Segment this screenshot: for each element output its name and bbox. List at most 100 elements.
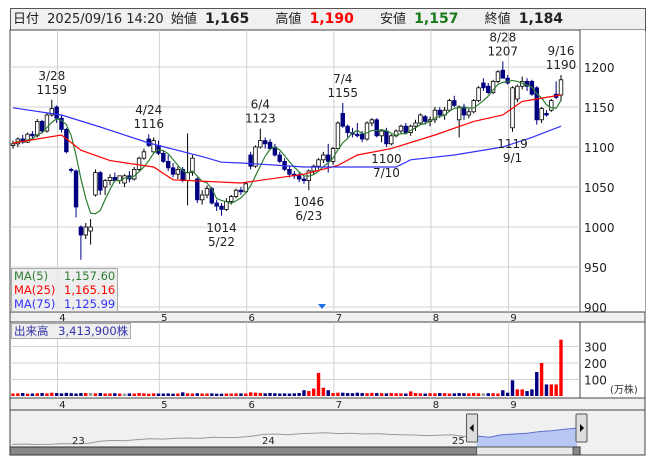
candle [219,203,224,216]
volume-bar [375,393,379,396]
volume-month-tick-label: 5 [161,400,167,411]
candle-body [486,85,491,93]
volume-tick-label: 100 [584,374,607,388]
volume-bar [79,393,83,396]
volume-bar [530,389,534,396]
volume-bar [365,393,369,396]
candle [262,137,268,149]
volume-bar [35,393,39,396]
candle [73,169,79,218]
price-axis-bg [580,30,645,312]
candle-body [39,121,45,132]
candle [102,179,108,195]
volume-bar [355,392,360,396]
candle [471,99,476,114]
volume-bar [360,393,364,396]
candle-body [258,140,263,148]
volume-bar [108,393,112,396]
candle [83,223,88,239]
volume-bar [520,389,524,396]
candle-body [340,113,345,127]
candle [165,155,171,171]
candle [238,187,244,195]
candle-body [413,122,418,127]
candle-body [447,100,452,111]
volume-bar [302,390,306,396]
candle [132,167,137,181]
candle [466,108,472,119]
candle-body [262,140,268,145]
candle [335,121,341,151]
volume-bar [423,393,427,396]
candle-body [311,165,316,172]
candle [88,219,93,245]
candle [364,121,370,141]
volume-bar [156,393,161,396]
ma75-line [12,107,562,168]
candle-body [267,141,273,149]
navigator-year-label: 23 [72,436,85,447]
scrollbar-thumb[interactable] [476,446,574,456]
candle [59,115,64,133]
price-tick-label: 1150 [584,101,615,115]
volume-bar [210,393,214,396]
close-label: 終値 [484,12,511,27]
volume-bar [113,393,117,396]
volume-bar [350,393,355,396]
candle-body [233,189,239,197]
navigator-year-label: 24 [262,436,275,447]
candle-body [204,188,210,196]
navigator-selected-line [476,427,578,438]
candle-body [248,154,253,167]
close-value: 1,184 [518,11,564,27]
legend-value: 1,165.16 [64,283,116,297]
candle-body [25,133,30,143]
candle [277,151,282,163]
volume-bar [345,393,350,396]
volume-bar [45,393,49,396]
candle-body [219,205,224,210]
volume-bar [224,393,229,396]
volume-bar [428,393,432,396]
candle [204,185,210,199]
annotation-value: 1190 [546,58,577,72]
candle [170,163,176,178]
volume-bar [253,392,258,396]
candle [539,107,544,123]
volume-bar [171,393,175,396]
annotation-value: 1119 [497,137,528,151]
month-tick-label: 4 [59,313,65,324]
volume-bar [248,392,253,396]
volume-bar [559,339,563,396]
volume-bar [69,393,73,396]
price-tick-label: 900 [584,301,607,315]
volume-label: 出来高 [14,324,49,338]
candle [481,78,486,91]
volume-bar [214,393,219,396]
legend-ma25: MA(25) 1,165.16 [14,283,115,297]
legend-ma75: MA(75) 1,125.99 [14,297,115,311]
candle [476,86,481,103]
candle-body [83,226,88,236]
candle-body [345,125,350,133]
volume-bar [93,393,98,396]
volume-bar [142,393,146,396]
volume-bar [292,393,296,396]
annotation-date: 9/16 [548,44,575,58]
navigator-year-label: 25 [452,436,465,447]
volume-bar [399,393,403,396]
candle-body [471,100,476,113]
candle-body [389,135,394,145]
volume-tick-label: 300 [584,341,607,355]
candle-body [73,170,79,208]
volume-bar [510,380,515,396]
volume-bar [496,393,500,396]
candle [549,99,554,112]
candle-body [452,100,457,106]
volume-bar [244,393,248,396]
candle [456,105,462,138]
volume-bar [438,393,442,396]
candle-body [476,87,481,102]
volume-bar [25,393,30,396]
